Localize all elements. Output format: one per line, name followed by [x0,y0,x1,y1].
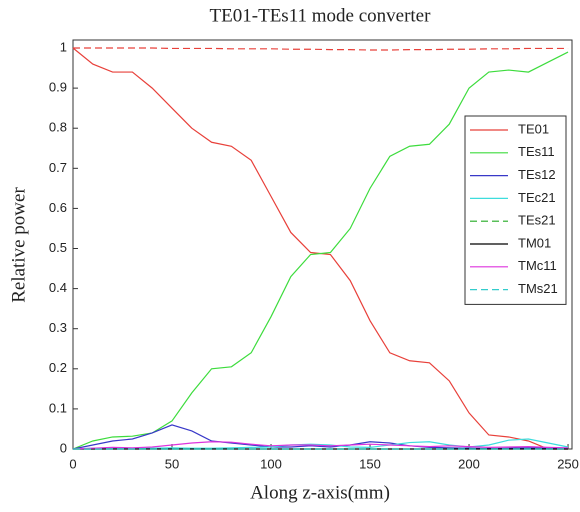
y-tick-label: 0.2 [49,360,67,375]
y-axis-label: Relative power [8,187,29,303]
y-tick-label: 0.1 [49,400,67,415]
legend-label: TMs21 [518,281,558,296]
y-tick-label: 0.3 [49,320,67,335]
y-tick-label: 0.9 [49,80,67,95]
legend-label: TM01 [518,235,551,250]
x-tick-label: 150 [359,456,381,471]
y-tick-label: 0.4 [49,280,67,295]
x-tick-label: 100 [260,456,282,471]
y-tick-label: 0.7 [49,160,67,175]
legend-label: TE01 [518,121,549,136]
x-tick-label: 200 [458,456,480,471]
series-line [72,51,569,450]
legend-box [464,115,567,305]
y-tick-label: 1 [60,39,67,54]
y-tick-label: 0.8 [49,120,67,135]
x-axis-label: Along z-axis(mm) [250,482,390,503]
legend-label: TEs12 [518,167,556,182]
series-line [73,47,569,51]
chart-title: TE01-TEs11 mode converter [210,5,432,26]
legend-label: TEs11 [518,144,555,159]
legend-label: TEs21 [518,213,556,228]
series-line [72,438,569,450]
x-tick-label: 0 [69,456,76,471]
y-tick-label: 0.5 [49,240,67,255]
legend-label: TMc11 [518,258,557,273]
legend-label: TEc21 [518,190,556,205]
y-tick-label: 0 [60,440,67,455]
x-tick-label: 250 [557,456,579,471]
y-tick-label: 0.6 [49,200,67,215]
x-tick-label: 50 [165,456,179,471]
series-line [72,441,569,450]
